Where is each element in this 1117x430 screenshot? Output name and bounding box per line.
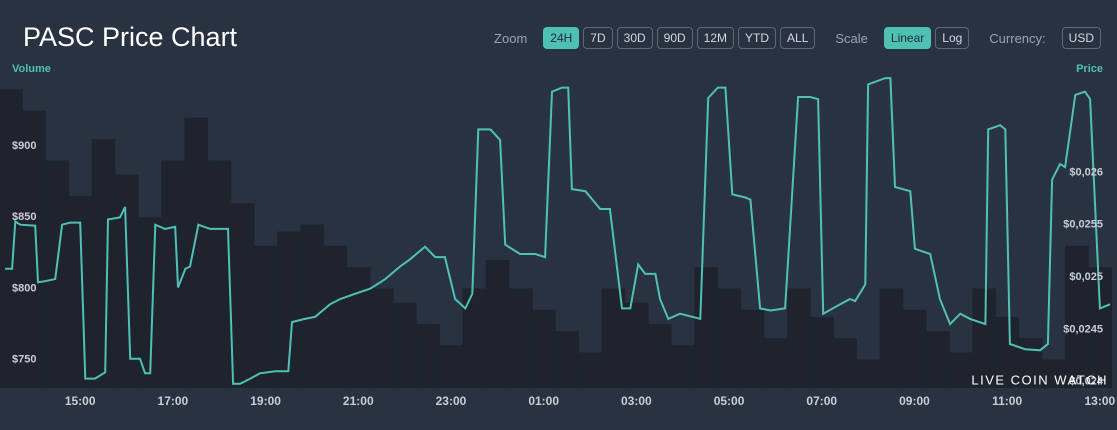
volume-bar — [22, 110, 46, 388]
y-tick-label: $800 — [12, 282, 36, 294]
volume-bar — [763, 338, 788, 388]
volume-bar — [972, 288, 997, 388]
y2-tick-label: $0,024 — [1069, 376, 1104, 388]
x-tick-label: 15:00 — [65, 394, 96, 408]
volume-bar — [902, 309, 927, 388]
volume-bar — [671, 345, 695, 388]
y-tick-label: $900 — [12, 140, 36, 152]
volume-bar — [0, 89, 23, 388]
currency-label: Currency: — [989, 30, 1046, 46]
x-tick-label: 01:00 — [528, 394, 559, 408]
x-tick-label: 19:00 — [250, 394, 281, 408]
volume-bar — [138, 217, 162, 388]
scale-button[interactable]: Linear — [883, 27, 932, 49]
scale-label: Scale — [835, 30, 868, 46]
y2-tick-label: $0,025 — [1069, 271, 1103, 283]
volume-bar — [786, 288, 811, 388]
volume-bar — [323, 245, 348, 388]
volume-bar — [1041, 359, 1066, 388]
x-tick-label: 13:00 — [1084, 394, 1115, 408]
zoom-button[interactable]: 90D — [656, 27, 693, 49]
x-tick-label: 21:00 — [343, 394, 374, 408]
scale-button[interactable]: Log — [935, 27, 970, 49]
x-tick-label: 07:00 — [806, 394, 837, 408]
y2-tick-label: $0,0245 — [1063, 323, 1103, 335]
volume-bar — [45, 160, 70, 388]
x-tick-label: 05:00 — [714, 394, 745, 408]
volume-bar — [207, 160, 232, 388]
zoom-button[interactable]: YTD — [738, 27, 777, 49]
volume-bar — [949, 352, 973, 388]
volume-bar — [369, 288, 394, 388]
volume-bar — [393, 302, 417, 388]
zoom-button[interactable]: 30D — [616, 27, 653, 49]
volume-bar — [1088, 267, 1112, 388]
y2-tick-label: $0,0255 — [1063, 219, 1103, 231]
volume-bar — [277, 231, 301, 388]
volume-bar — [346, 267, 371, 388]
y-axis-title: Volume — [12, 63, 51, 75]
controls: Zoom 24H 7D 30D 90D 12M YTD ALL Scale Linear Log Cu… — [474, 27, 1101, 49]
zoom-button[interactable]: 12M — [696, 27, 735, 49]
y-tick-label: $850 — [12, 211, 36, 223]
zoom-button[interactable]: 7D — [583, 27, 613, 49]
x-tick-label: 03:00 — [621, 394, 652, 408]
zoom-button[interactable]: ALL — [780, 27, 816, 49]
volume-bar — [532, 309, 556, 388]
volume-bar — [416, 323, 440, 388]
volume-bar — [68, 195, 93, 388]
volume-bar — [1065, 245, 1089, 388]
volume-bar — [717, 288, 742, 388]
volume-bar — [647, 323, 672, 388]
chart-title: PASC Price Chart — [23, 22, 238, 52]
volume-bar — [926, 331, 950, 388]
y2-axis-title: Price — [1076, 63, 1103, 75]
volume-bar — [462, 288, 487, 388]
volume-bar — [578, 352, 603, 388]
y-tick-label: $750 — [12, 353, 36, 365]
volume-bar — [161, 160, 185, 388]
volume-bar — [555, 331, 579, 388]
x-tick-label: 09:00 — [899, 394, 930, 408]
y2-tick-label: $0,026 — [1069, 166, 1103, 178]
currency-button[interactable]: USD — [1061, 27, 1101, 49]
x-tick-label: 17:00 — [158, 394, 189, 408]
volume-bar — [91, 139, 116, 388]
volume-bar — [508, 288, 533, 388]
x-tick-label: 23:00 — [436, 394, 467, 408]
volume-bar — [740, 309, 765, 388]
volume-bar — [995, 316, 1020, 388]
volume-bar — [810, 316, 834, 388]
volume-bar — [230, 203, 255, 388]
x-tick-label: 11:00 — [992, 394, 1022, 408]
volume-bar — [485, 259, 510, 388]
volume-bar — [439, 345, 464, 388]
volume-bar — [624, 302, 649, 388]
volume-bar — [694, 267, 718, 388]
watermark: LIVE COIN WATCH — [971, 372, 1108, 387]
volume-bar — [833, 338, 858, 388]
volume-bar — [601, 288, 626, 388]
volume-bar — [184, 117, 209, 388]
zoom-button[interactable]: 24H — [543, 27, 580, 49]
zoom-label: Zoom — [494, 30, 528, 46]
volume-bar — [253, 245, 278, 388]
volume-bar — [879, 288, 904, 388]
volume-bar — [856, 359, 881, 388]
price-line — [5, 77, 1111, 385]
volume-bar — [300, 224, 325, 388]
